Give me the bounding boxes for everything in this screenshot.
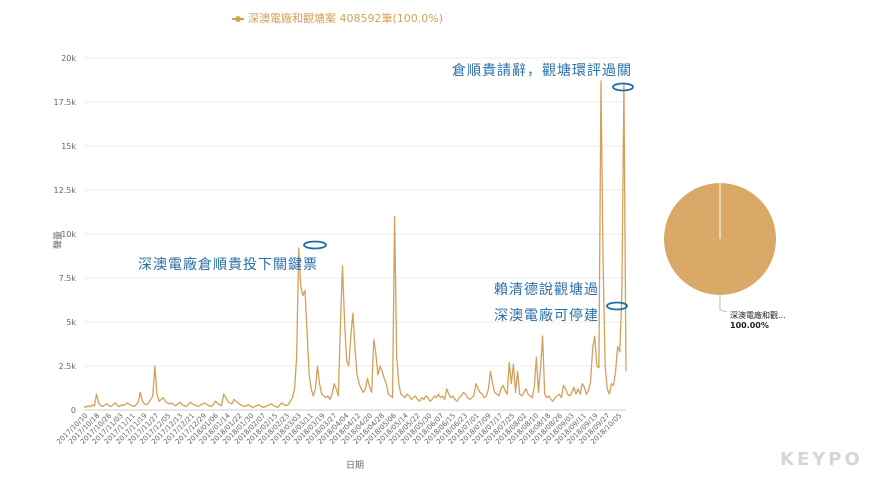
annotation-ellipse-3 [606, 301, 628, 311]
y-tick-label: 5k [66, 318, 76, 327]
annotation-ellipse-2 [303, 240, 327, 250]
y-tick-label: 12.5k [54, 186, 77, 195]
annotation-ellipse-1 [612, 82, 634, 92]
y-tick-label: 17.5k [54, 98, 77, 107]
pie-label-name: 深澳電廠和觀... [730, 311, 786, 320]
pie-label-percent: 100.00% [730, 321, 769, 330]
x-axis: 2017/10/102017/10/182017/10/262017/11/03… [55, 411, 623, 446]
y-tick-label: 2.5k [59, 362, 77, 371]
series-line-shenao-guantang [83, 80, 627, 409]
annotation-resign-guantang: 倉順貴請辭，觀塘環評過關 [452, 63, 632, 79]
y-tick-label: 20k [61, 54, 76, 63]
y-tick-label: 15k [61, 142, 76, 151]
pie-chart [664, 183, 776, 313]
y-tick-label: 0 [71, 406, 76, 415]
gridlines [84, 57, 626, 411]
y-axis: 0 2.5k 5k 7.5k 10k 12.5k 15k 17.5k 20k [54, 54, 77, 415]
legend-marker [232, 16, 244, 22]
legend-label: 深澳電廠和觀塘案 408592筆(100.0%) [248, 12, 444, 25]
pie-label-leader [719, 295, 728, 313]
pie-label: 深澳電廠和觀... 100.00% [730, 311, 786, 331]
y-tick-label: 10k [61, 230, 76, 239]
annotation-decisive-vote: 深澳電廠倉順貴投下關鍵票 [138, 257, 318, 273]
annotation-lai-guantang: 賴清德說觀塘過 [494, 282, 599, 298]
annotation-shenao-halt: 深澳電廠可停建 [494, 308, 599, 324]
y-axis-label: 聲量 [53, 231, 64, 249]
y-tick-label: 7.5k [59, 274, 77, 283]
keypo-logo: KEYPO [780, 449, 863, 470]
x-axis-label: 日期 [346, 460, 364, 471]
legend[interactable]: 深澳電廠和觀塘案 408592筆(100.0%) [232, 10, 443, 26]
